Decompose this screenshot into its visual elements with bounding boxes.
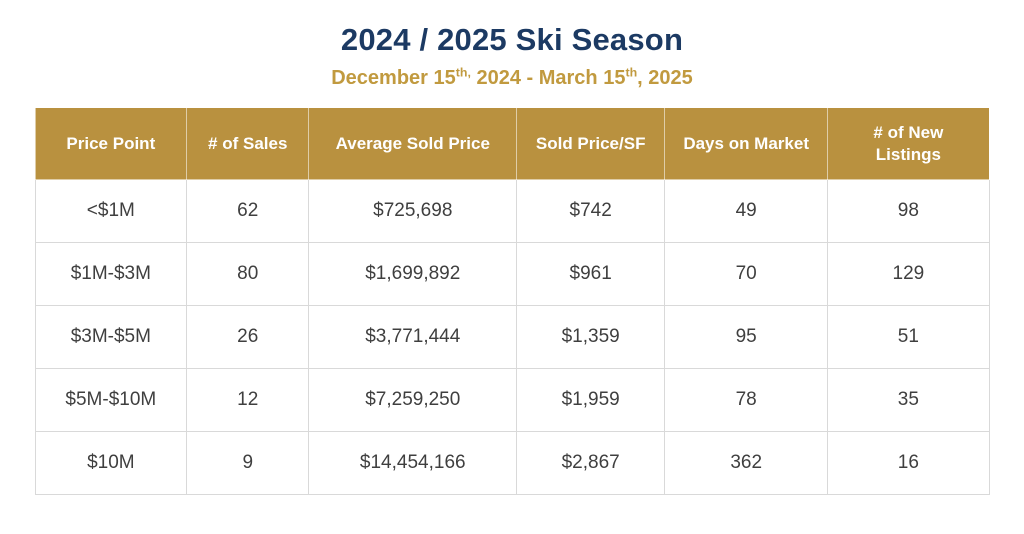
cell-sold-price-sf: $1,959 xyxy=(516,368,666,432)
subtitle-part: , 2025 xyxy=(637,67,693,89)
subtitle-superscript: th, xyxy=(455,65,471,80)
cell-sold-price-sf: $742 xyxy=(516,179,666,243)
page-title: 2024 / 2025 Ski Season xyxy=(340,22,684,57)
date-range-subtitle: December 15th, 2024 - March 15th, 2025 xyxy=(0,65,1024,90)
cell-avg-sold-price: $3,771,444 xyxy=(308,305,518,369)
cell-price-point: $5M-$10M xyxy=(34,368,188,432)
table-row: $1M-$3M 80 $1,699,892 $961 70 129 xyxy=(34,242,990,306)
cell-days-on-market: 362 xyxy=(664,431,829,495)
column-header-days-on-market: Days on Market xyxy=(664,107,829,180)
header-row: Price Point # of Sales Average Sold Pric… xyxy=(34,107,990,180)
column-header-num-sales: # of Sales xyxy=(186,107,310,180)
cell-new-listings: 98 xyxy=(827,179,990,243)
cell-sold-price-sf: $1,359 xyxy=(516,305,666,369)
cell-price-point: $3M-$5M xyxy=(34,305,188,369)
cell-avg-sold-price: $7,259,250 xyxy=(308,368,518,432)
cell-num-sales: 62 xyxy=(186,179,310,243)
cell-num-sales: 12 xyxy=(186,368,310,432)
subtitle-superscript: th xyxy=(625,65,638,80)
cell-new-listings: 129 xyxy=(827,242,990,306)
column-header-avg-sold-price: Average Sold Price xyxy=(308,107,518,180)
cell-days-on-market: 95 xyxy=(664,305,829,369)
cell-new-listings: 35 xyxy=(827,368,990,432)
column-header-sold-price-sf: Sold Price/SF xyxy=(516,107,666,180)
table-body: <$1M 62 $725,698 $742 49 98 $1M-$3M 80 $… xyxy=(34,179,990,495)
cell-avg-sold-price: $1,699,892 xyxy=(308,242,518,306)
cell-new-listings: 51 xyxy=(827,305,990,369)
cell-num-sales: 80 xyxy=(186,242,310,306)
cell-days-on-market: 70 xyxy=(664,242,829,306)
cell-sold-price-sf: $2,867 xyxy=(516,431,666,495)
cell-num-sales: 9 xyxy=(186,431,310,495)
subtitle-part: 2024 - March 15 xyxy=(470,67,626,89)
column-header-new-listings: # of New Listings xyxy=(827,107,990,180)
cell-new-listings: 16 xyxy=(827,431,990,495)
cell-price-point: $1M-$3M xyxy=(34,242,188,306)
table-row: $5M-$10M 12 $7,259,250 $1,959 78 35 xyxy=(34,368,990,432)
cell-price-point: $10M xyxy=(34,431,188,495)
cell-days-on-market: 49 xyxy=(664,179,829,243)
cell-price-point: <$1M xyxy=(34,179,188,243)
table-header: Price Point # of Sales Average Sold Pric… xyxy=(34,107,990,180)
subtitle-part: December 15 xyxy=(331,67,456,89)
column-header-price-point: Price Point xyxy=(34,107,188,180)
cell-days-on-market: 78 xyxy=(664,368,829,432)
cell-sold-price-sf: $961 xyxy=(516,242,666,306)
cell-avg-sold-price: $14,454,166 xyxy=(308,431,518,495)
cell-num-sales: 26 xyxy=(186,305,310,369)
table-row: <$1M 62 $725,698 $742 49 98 xyxy=(34,179,990,243)
table-row: $10M 9 $14,454,166 $2,867 362 16 xyxy=(34,431,990,495)
cell-avg-sold-price: $725,698 xyxy=(308,179,518,243)
ski-season-stats-table: Price Point # of Sales Average Sold Pric… xyxy=(34,107,990,495)
table-row: $3M-$5M 26 $3,771,444 $1,359 95 51 xyxy=(34,305,990,369)
